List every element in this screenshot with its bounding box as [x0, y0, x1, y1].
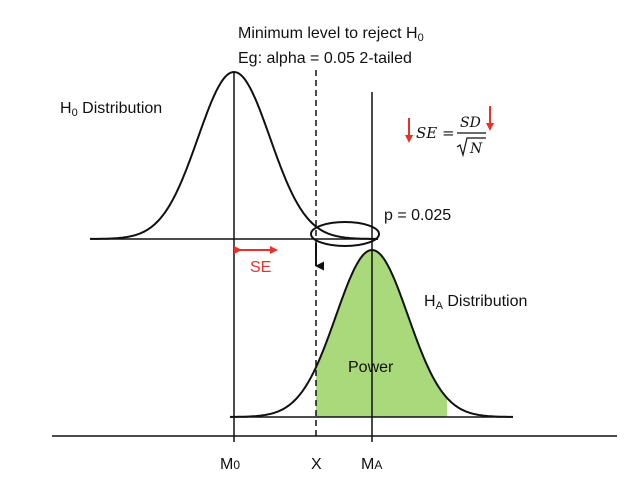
ha-distribution-label: HA Distribution: [424, 293, 527, 312]
sqrt-symbol-icon: [456, 137, 486, 158]
p-tail-ellipse: [310, 221, 380, 247]
m0-axis-label: M0: [220, 456, 240, 473]
ma-axis-label: MA: [361, 456, 382, 473]
annotation-line1: Minimum level to reject H0: [238, 25, 424, 44]
formula-lhs: SE: [416, 124, 437, 142]
power-label: Power: [348, 359, 394, 376]
h0-distribution-curve: [90, 70, 378, 240]
power-shaded-area: [316, 250, 447, 417]
ha-distribution-curve: [230, 248, 513, 418]
formula-numerator: SD: [460, 115, 481, 131]
se-formula: SE = SD N: [405, 106, 494, 158]
p-value-label: p = 0.025: [384, 207, 451, 224]
formula-equals: =: [442, 124, 455, 142]
x-axis-label: X: [311, 456, 322, 473]
annotation-line2: Eg: alpha = 0.05 2-tailed: [238, 50, 412, 67]
se-label: SE: [250, 259, 271, 276]
h0-distribution-label: H0 Distribution: [60, 100, 162, 119]
formula-denominator: N: [469, 141, 483, 157]
